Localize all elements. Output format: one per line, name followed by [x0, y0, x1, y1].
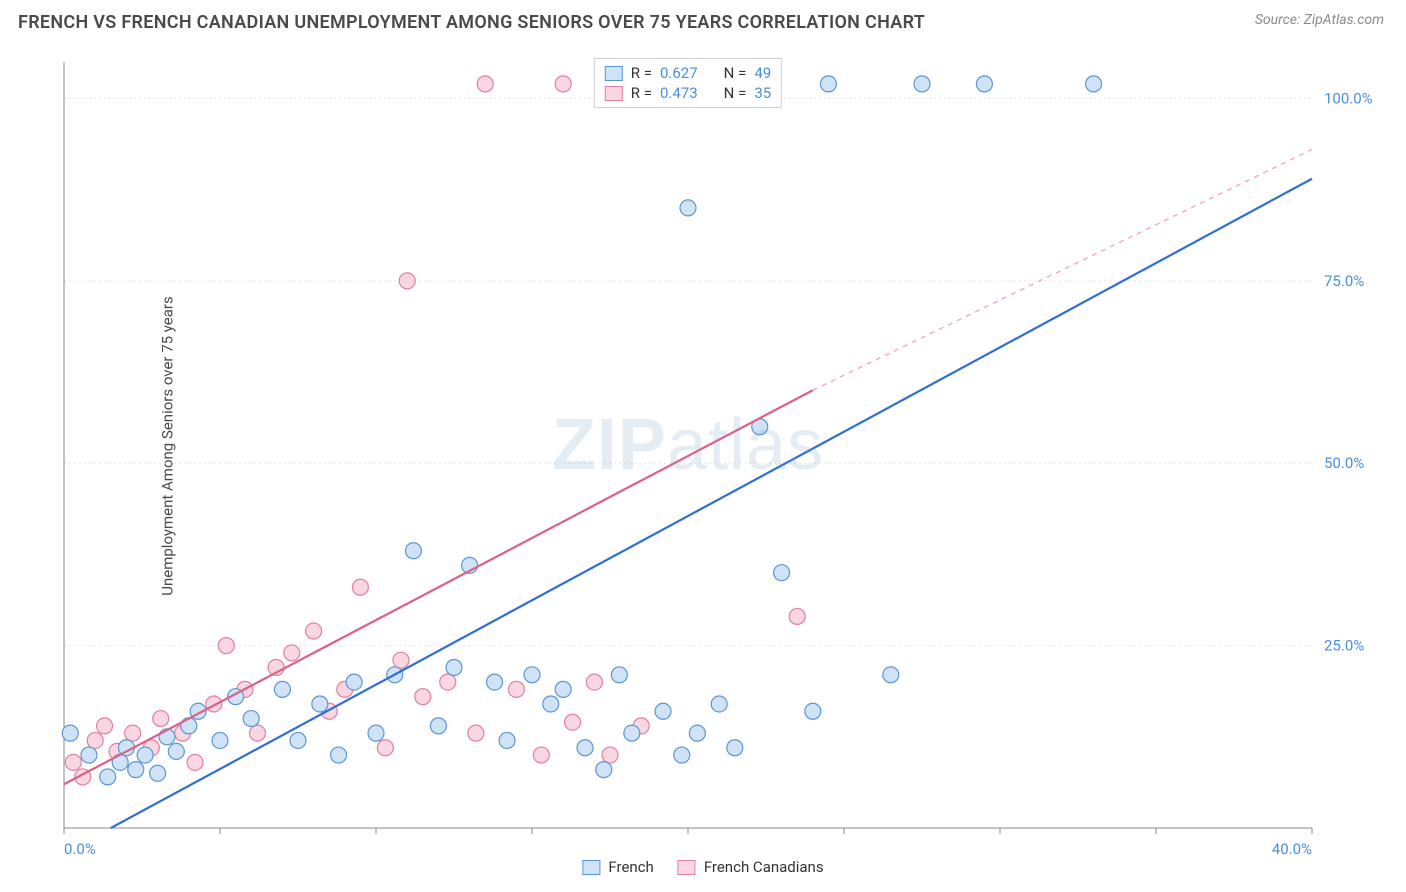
marker-french_canadians	[789, 608, 805, 624]
marker-french	[611, 667, 627, 683]
chart-area: 25.0%50.0%75.0%100.0%0.0%40.0% R = 0.627…	[60, 58, 1316, 832]
legend-label-fc: French Canadians	[704, 858, 824, 876]
marker-french	[430, 718, 446, 734]
marker-french	[368, 725, 384, 741]
marker-french_canadians	[218, 638, 234, 654]
marker-french	[312, 696, 328, 712]
marker-french	[81, 747, 97, 763]
marker-french_canadians	[187, 754, 203, 770]
y-tick: 50.0%	[1324, 454, 1364, 472]
marker-french_canadians	[602, 747, 618, 763]
marker-french_canadians	[399, 273, 415, 289]
marker-french	[150, 765, 166, 781]
marker-french_canadians	[153, 711, 169, 727]
marker-french	[524, 667, 540, 683]
legend-label-french: French	[608, 858, 653, 876]
legend-item-french: French	[582, 858, 653, 876]
stats-legend: R = 0.627 N = 49 R = 0.473 N = 35	[594, 58, 782, 108]
marker-french_canadians	[415, 689, 431, 705]
n-value-french: 49	[754, 64, 771, 82]
marker-french	[655, 703, 671, 719]
marker-french	[499, 732, 515, 748]
marker-french	[274, 681, 290, 697]
marker-french_canadians	[565, 714, 581, 730]
regression-french	[111, 179, 1312, 828]
marker-french	[727, 740, 743, 756]
marker-french_canadians	[97, 718, 113, 734]
n-value-fc: 35	[754, 84, 771, 102]
marker-french_canadians	[377, 740, 393, 756]
marker-french	[346, 674, 362, 690]
swatch-fc	[605, 86, 623, 101]
marker-french_canadians	[249, 725, 265, 741]
scatter-plot: 25.0%50.0%75.0%100.0%0.0%40.0%	[60, 58, 1316, 832]
marker-french_canadians	[440, 674, 456, 690]
swatch-french	[582, 860, 600, 875]
marker-french	[624, 725, 640, 741]
marker-french_canadians	[65, 754, 81, 770]
marker-french_canadians	[306, 623, 322, 639]
marker-french	[674, 747, 690, 763]
marker-french	[689, 725, 705, 741]
marker-french	[128, 762, 144, 778]
swatch-fc	[678, 860, 696, 875]
marker-french	[914, 76, 930, 92]
legend-item-fc: French Canadians	[678, 858, 824, 876]
r-label: R =	[631, 64, 652, 82]
marker-french	[711, 696, 727, 712]
regression-dashed-french_canadians	[813, 150, 1312, 391]
marker-french_canadians	[352, 579, 368, 595]
n-label: N =	[724, 64, 747, 82]
marker-french_canadians	[284, 645, 300, 661]
marker-french	[446, 660, 462, 676]
marker-french	[1086, 76, 1102, 92]
marker-french	[212, 732, 228, 748]
chart-title: FRENCH VS FRENCH CANADIAN UNEMPLOYMENT A…	[18, 12, 925, 33]
marker-french	[976, 76, 992, 92]
marker-french	[596, 762, 612, 778]
marker-french_canadians	[468, 725, 484, 741]
marker-french	[290, 732, 306, 748]
marker-french	[555, 681, 571, 697]
x-tick: 0.0%	[64, 840, 96, 858]
x-tick: 40.0%	[1272, 840, 1312, 858]
y-tick: 25.0%	[1324, 637, 1364, 655]
marker-french_canadians	[508, 681, 524, 697]
marker-french	[805, 703, 821, 719]
marker-french_canadians	[533, 747, 549, 763]
y-tick: 100.0%	[1324, 89, 1373, 107]
marker-french	[543, 696, 559, 712]
marker-french_canadians	[555, 76, 571, 92]
y-tick: 75.0%	[1324, 272, 1364, 290]
marker-french	[774, 565, 790, 581]
marker-french	[405, 543, 421, 559]
marker-french_canadians	[586, 674, 602, 690]
marker-french	[680, 200, 696, 216]
r-value-fc: 0.473	[660, 84, 698, 102]
marker-french	[883, 667, 899, 683]
series-legend: French French Canadians	[582, 858, 823, 876]
marker-french	[243, 711, 259, 727]
marker-french	[168, 743, 184, 759]
marker-french	[62, 725, 78, 741]
marker-french_canadians	[393, 652, 409, 668]
marker-french_canadians	[477, 76, 493, 92]
marker-french	[331, 747, 347, 763]
marker-french	[100, 769, 116, 785]
marker-french	[577, 740, 593, 756]
chart-source: Source: ZipAtlas.com	[1255, 12, 1384, 28]
marker-french_canadians	[87, 732, 103, 748]
marker-french_canadians	[125, 725, 141, 741]
marker-french	[820, 76, 836, 92]
swatch-french	[605, 66, 623, 81]
stats-row-fc: R = 0.473 N = 35	[605, 83, 771, 103]
marker-french	[181, 718, 197, 734]
r-value-french: 0.627	[660, 64, 698, 82]
n-label: N =	[724, 84, 747, 102]
marker-french	[137, 747, 153, 763]
r-label: R =	[631, 84, 652, 102]
stats-row-french: R = 0.627 N = 49	[605, 63, 771, 83]
marker-french	[487, 674, 503, 690]
